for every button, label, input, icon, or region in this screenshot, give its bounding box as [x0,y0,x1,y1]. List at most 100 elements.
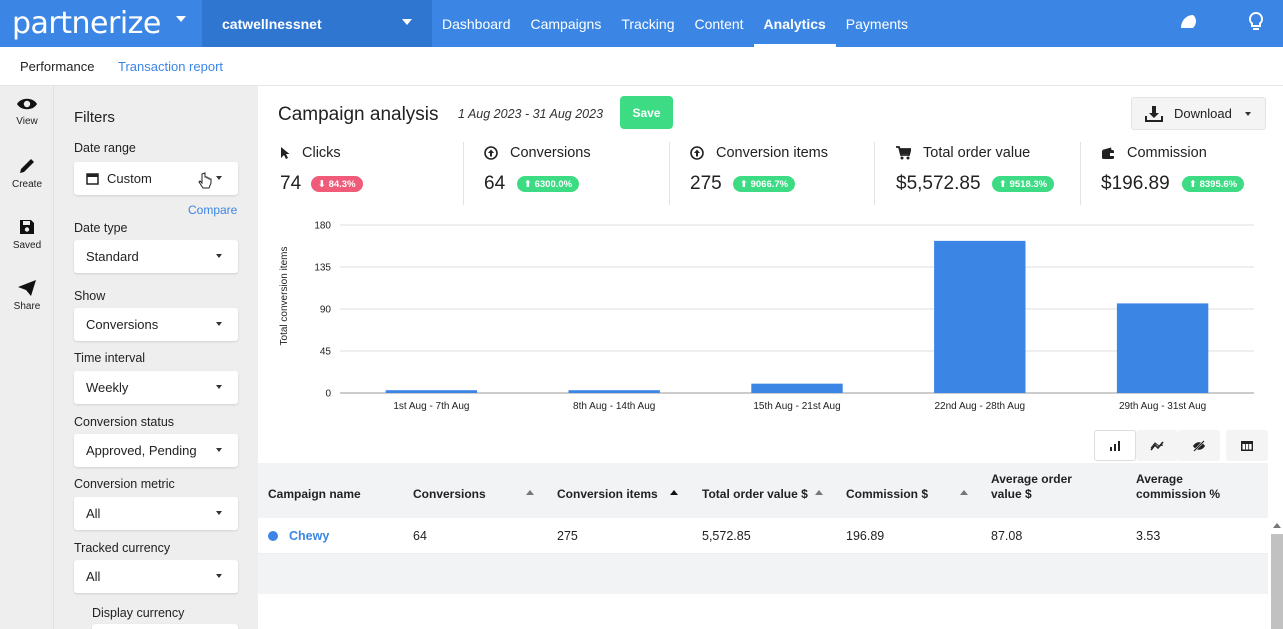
line-chart-toggle[interactable] [1136,430,1178,461]
nav-content[interactable]: Content [694,15,744,32]
lightbulb-icon[interactable] [1244,10,1268,34]
metric-clicks-header: Clicks [280,145,341,161]
metric-divider [669,142,670,205]
metric-commission-label: Commission [1127,145,1207,161]
compare-link[interactable]: Compare [188,203,238,217]
brand-menu-caret-icon[interactable] [176,16,186,22]
sort-asc-icon[interactable] [526,490,534,495]
partnerize-logo[interactable]: partnerize [12,5,161,41]
sort-asc-icon[interactable] [960,490,968,495]
chart-bars [385,240,1209,393]
metric-conversions-change-badge: ⬆ 6300.0% [517,176,580,192]
chevron-down-icon [216,176,222,180]
hide-chart-toggle[interactable] [1178,430,1220,461]
campaign-analysis-panel: Campaign analysis 1 Aug 2023 - 31 Aug 20… [258,86,1283,629]
metric-divider [463,142,464,205]
arrow-circle-up-icon [690,146,704,160]
bar-chart-toggle[interactable] [1094,430,1136,461]
col-average-commission[interactable]: Average commission % [1136,472,1221,501]
rail-share[interactable]: Share [0,269,54,319]
table-row[interactable]: Chewy 64 275 5,572.85 196.89 87.08 3.53 [258,518,1268,554]
chart-bar[interactable] [934,240,1026,393]
metric-commission: Commission $196.89 ⬆ 8395.6% [1101,141,1271,206]
rail-create[interactable]: Create [0,147,54,197]
metric-total-order-value-change-badge: ⬆ 9518.3% [992,176,1055,192]
metric-conversion-items-change-badge: ⬆ 9066.7% [733,176,796,192]
download-button[interactable]: Download [1131,97,1266,130]
rail-create-label: Create [11,179,42,190]
eye-slash-icon [1193,439,1205,452]
date-range-select[interactable]: Custom [74,162,238,195]
metric-commission-change-badge: ⬆ 8395.6% [1182,176,1245,192]
conversion-status-select[interactable]: Approved, Pending [74,434,238,467]
theme-toggle-icon[interactable] [1177,10,1201,34]
show-label: Show [74,289,106,303]
table-columns-toggle[interactable] [1226,430,1268,461]
paper-plane-icon [18,280,36,296]
account-selector[interactable]: catwellnessnet [202,0,432,47]
metric-clicks-change-badge: ⬇ 84.3% [311,176,363,192]
metric-clicks-label: Clicks [302,145,341,161]
date-type-select[interactable]: Standard [74,240,238,273]
chevron-down-icon [216,574,222,578]
line-chart-icon [1150,440,1164,450]
scrollbar-thumb[interactable] [1271,534,1283,629]
hand-cursor-icon [198,172,212,189]
rail-view[interactable]: View [0,86,54,136]
show-select[interactable]: Conversions [74,308,238,341]
sort-asc-icon[interactable] [815,490,823,495]
nav-dashboard[interactable]: Dashboard [442,15,511,32]
chart-bar[interactable] [1116,303,1209,393]
metric-commission-header: Commission [1101,145,1207,161]
conversion-metric-select[interactable]: All [74,497,238,530]
account-name: catwellnessnet [222,15,322,32]
tracked-currency-select[interactable]: All [74,560,238,593]
chart-x-tick-label: 1st Aug - 7th Aug [393,401,469,412]
sort-asc-icon[interactable] [670,490,678,495]
download-label: Download [1174,106,1232,121]
tab-performance[interactable]: Performance [20,59,95,74]
chart-bar[interactable] [568,390,660,393]
top-navigation-bar: partnerize catwellnessnet Dashboard Camp… [0,0,1283,47]
nav-tracking[interactable]: Tracking [621,15,675,32]
sub-navigation: Performance Transaction report [0,47,1283,86]
metric-total-order-value-value: $5,572.85 [896,173,981,194]
tracked-currency-label: Tracked currency [74,541,171,555]
nav-campaigns[interactable]: Campaigns [530,15,602,32]
time-interval-select[interactable]: Weekly [74,371,238,404]
date-range-value: Custom [107,171,152,186]
wallet-icon [1102,147,1114,159]
save-button[interactable]: Save [620,96,673,129]
rail-saved-label: Saved [12,240,42,251]
campaign-name-link[interactable]: Chewy [289,529,330,543]
chart-y-tick-label: 135 [314,263,331,274]
col-commission[interactable]: Commission $ [846,487,929,501]
cart-icon [896,146,911,160]
nav-analytics[interactable]: Analytics [753,0,837,47]
col-total-order-value[interactable]: Total order value $ [702,487,808,501]
chart-bar[interactable] [385,390,478,393]
metric-divider [874,142,875,205]
date-range-text: 1 Aug 2023 - 31 Aug 2023 [458,107,604,121]
chevron-down-icon [216,385,222,389]
col-campaign-name[interactable]: Campaign name [268,487,361,501]
rail-saved[interactable]: Saved [0,208,54,258]
col-average-order-value[interactable]: Average order value $ [991,472,1072,501]
scroll-up-arrow-icon[interactable] [1273,523,1281,528]
filters-title: Filters [74,109,115,126]
cell-average-order-value: 87.08 [991,529,1023,543]
floppy-disk-icon [20,220,34,234]
chart-x-tick-label: 15th Aug - 21st Aug [753,401,840,412]
col-conversions[interactable]: Conversions [413,487,486,501]
nav-payments[interactable]: Payments [845,15,909,32]
metric-clicks-value: 74 [280,173,302,194]
chevron-down-icon [216,322,222,326]
rail-share-label: Share [13,301,41,312]
tab-transaction-report[interactable]: Transaction report [118,59,224,74]
display-currency-select[interactable] [92,624,238,629]
metric-clicks: Clicks 74 ⬇ 84.3% [280,141,460,206]
chart-y-tick-label: 45 [320,347,332,358]
metric-conversion-items: Conversion items 275 ⬆ 9066.7% [690,141,870,206]
col-conversion-items[interactable]: Conversion items [557,487,658,501]
chart-bar[interactable] [751,383,843,393]
